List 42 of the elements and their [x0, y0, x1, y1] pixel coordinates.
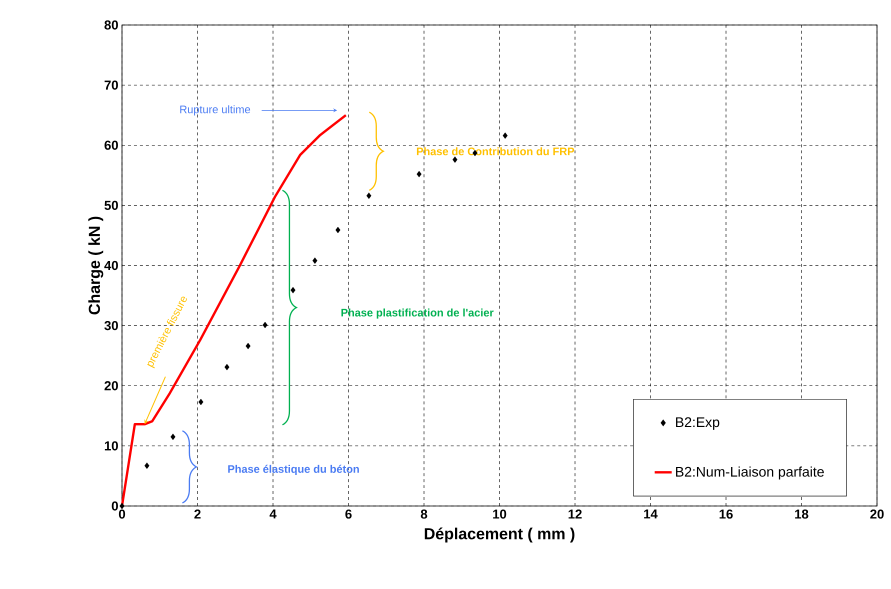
x-axis-title: Déplacement ( mm ) [424, 528, 574, 543]
point [262, 322, 268, 328]
annotation: Phase de Contribution du FRP [416, 147, 574, 156]
point [170, 434, 176, 440]
point [120, 502, 124, 510]
y-tick-label: 0 [112, 501, 118, 511]
x-tick-label: 14 [644, 510, 658, 518]
point [144, 462, 150, 469]
annotation: Phase plastification de l'acier [341, 308, 494, 319]
x-tick-label: 10 [493, 510, 506, 519]
y-tick-label: 60 [104, 140, 118, 150]
point [290, 286, 296, 294]
y-tick-label: 80 [104, 20, 118, 30]
y-tick-label: 70 [104, 80, 118, 90]
point [246, 342, 251, 350]
point [335, 226, 340, 234]
x-tick-label: 0 [118, 510, 126, 519]
x-tick-label: 4 [270, 510, 277, 518]
y-tick-label: 20 [104, 381, 118, 390]
point [502, 132, 508, 139]
x-tick-label: 6 [345, 510, 352, 519]
y-tick-label: 10 [104, 441, 118, 450]
point [366, 192, 372, 199]
y-axis-title: Charge ( kN ) [88, 216, 104, 314]
x-tick-label: 16 [720, 510, 733, 519]
y-tick-label: 30 [104, 321, 118, 330]
y-tick-label: 40 [104, 260, 118, 270]
point [416, 170, 422, 178]
point [312, 257, 318, 264]
x-tick-label: 12 [568, 510, 582, 519]
x-tick-label: 18 [795, 510, 808, 519]
y-tick-label: 50 [104, 200, 118, 210]
point [198, 398, 204, 406]
legend-label: B2:Num-Liaison parfaite [676, 466, 824, 480]
point [452, 156, 458, 163]
x-tick-label: 2 [194, 510, 201, 519]
x-tick-label: 8 [420, 510, 428, 519]
x-tick-label: 20 [870, 510, 884, 519]
legend-label: B2:Exp [676, 417, 720, 430]
point [224, 364, 230, 370]
annotation: Rupture ultime [180, 105, 250, 116]
annotation: Phase élastique du béton [228, 464, 359, 476]
